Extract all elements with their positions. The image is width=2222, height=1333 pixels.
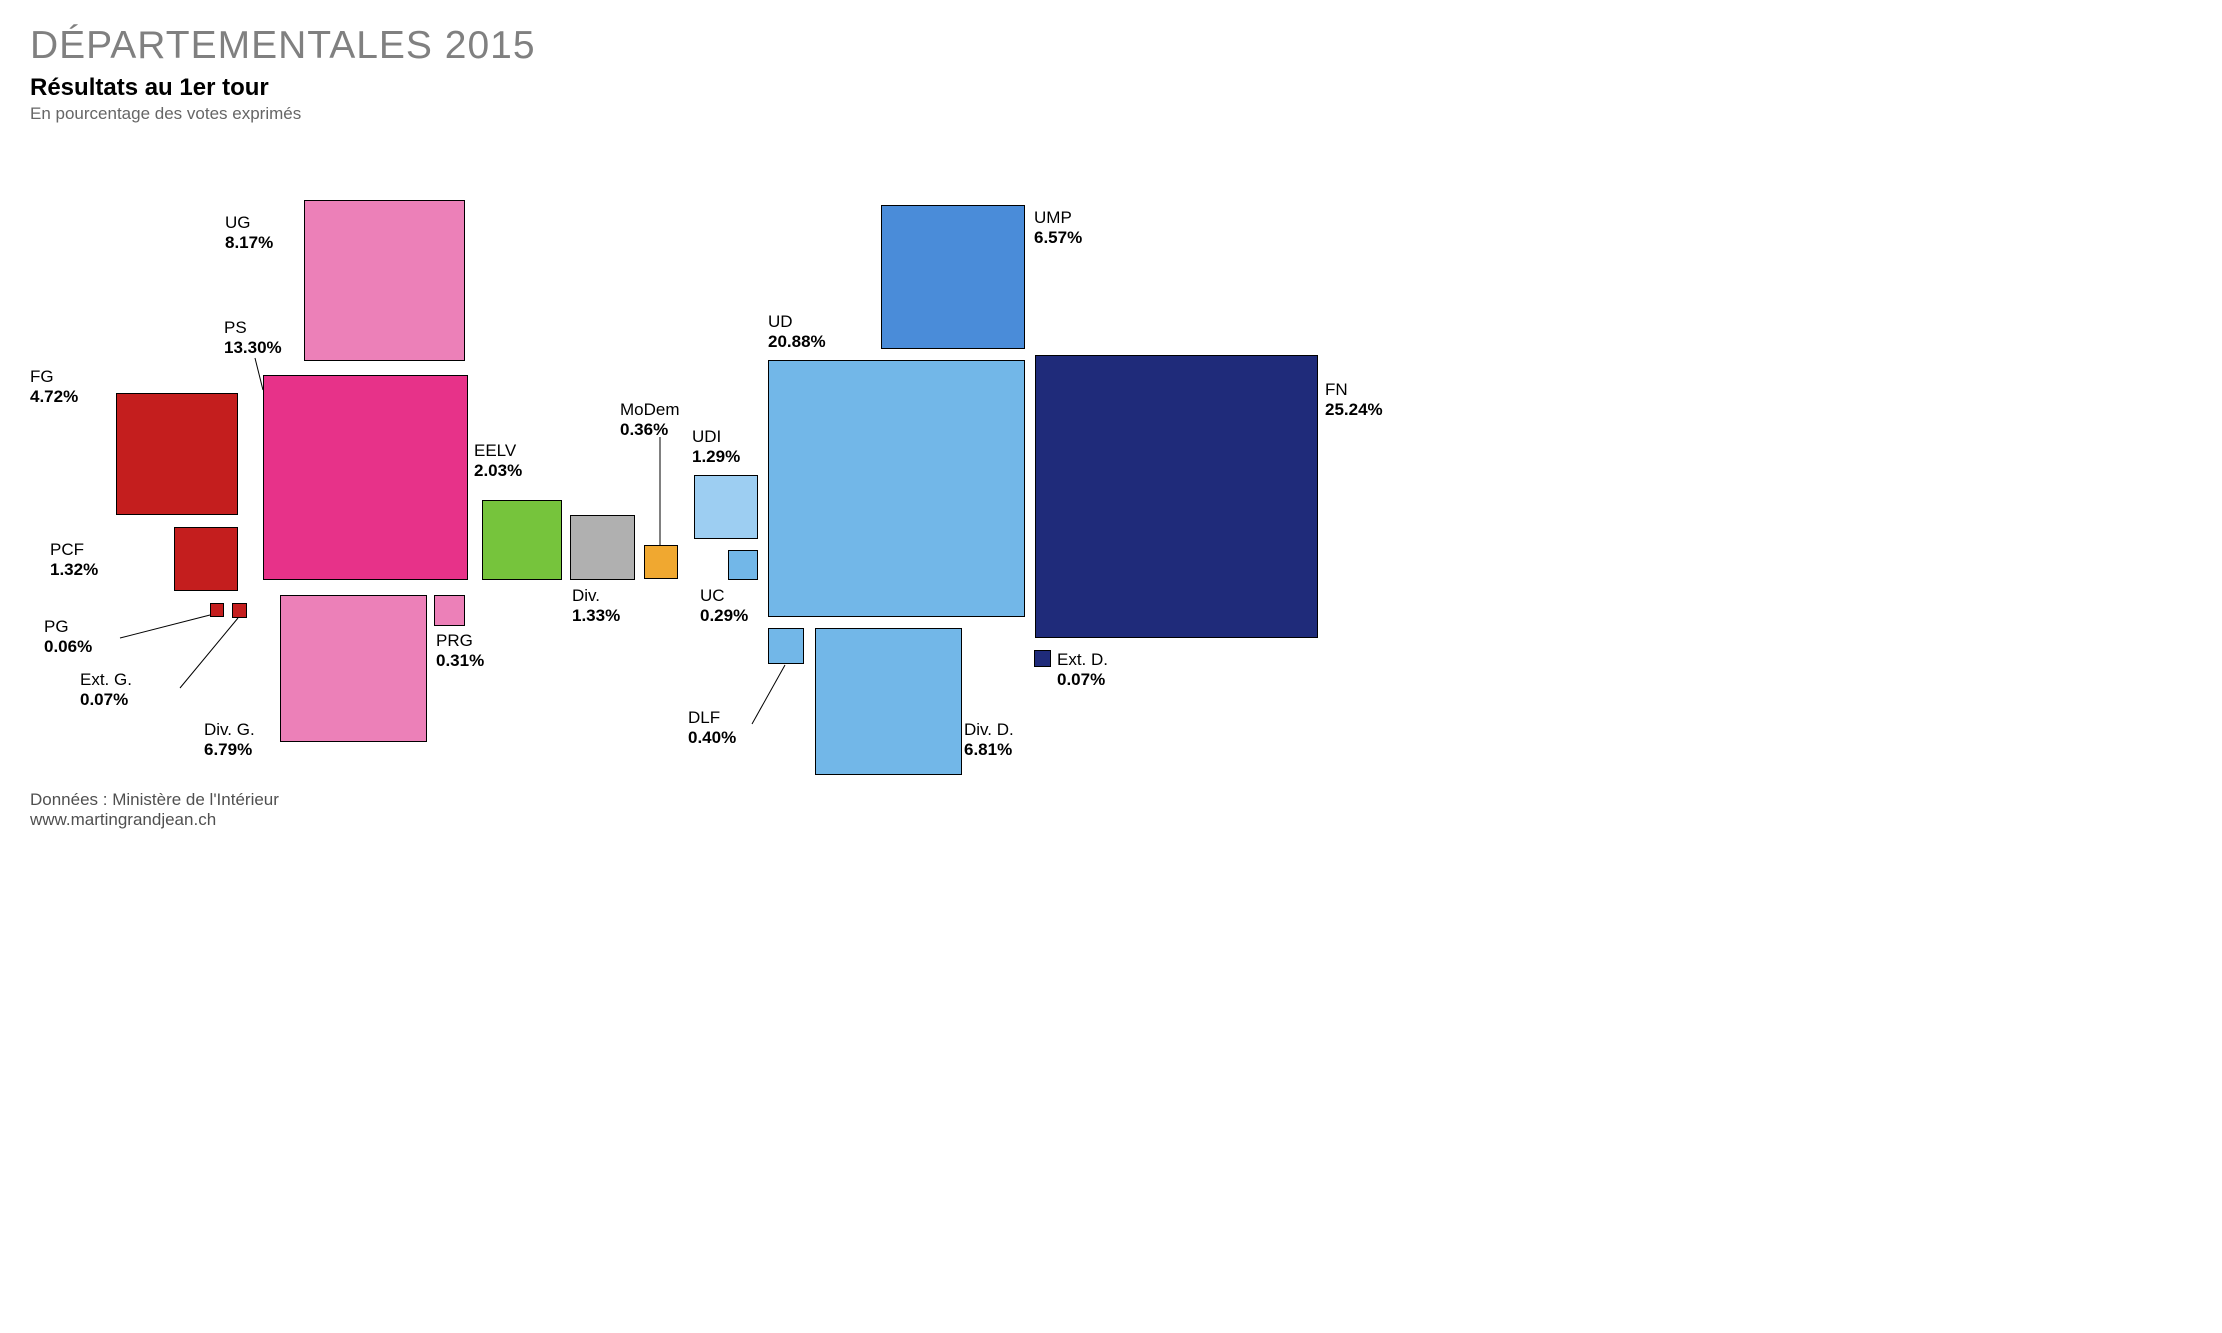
connector-ps xyxy=(255,358,263,390)
label-modem: MoDem0.36% xyxy=(620,400,680,439)
label-ump: UMP6.57% xyxy=(1034,208,1082,247)
label-fg: FG4.72% xyxy=(30,367,78,406)
box-ug xyxy=(304,200,465,361)
box-modem xyxy=(644,545,678,579)
label-dlf: DLF0.40% xyxy=(688,708,736,747)
chart-canvas: DÉPARTEMENTALES 2015 Résultats au 1er to… xyxy=(0,0,1400,840)
box-extd xyxy=(1034,650,1051,667)
label-extd: Ext. D.0.07% xyxy=(1057,650,1108,689)
box-ump xyxy=(881,205,1025,349)
label-fn: FN25.24% xyxy=(1325,380,1383,419)
box-uc xyxy=(728,550,758,580)
box-eelv xyxy=(482,500,562,580)
label-pg: PG0.06% xyxy=(44,617,92,656)
chart-source: Données : Ministère de l'Intérieur xyxy=(30,790,279,810)
box-pg xyxy=(210,603,224,617)
label-divd: Div. D.6.81% xyxy=(964,720,1014,759)
box-divd xyxy=(815,628,962,775)
box-fn xyxy=(1035,355,1318,638)
label-udi: UDI1.29% xyxy=(692,427,740,466)
label-ps: PS13.30% xyxy=(224,318,282,357)
label-pcf: PCF1.32% xyxy=(50,540,98,579)
label-prg: PRG0.31% xyxy=(436,631,484,670)
box-div xyxy=(570,515,635,580)
box-prg xyxy=(434,595,465,626)
box-ps xyxy=(263,375,468,580)
chart-subsubtitle: En pourcentage des votes exprimés xyxy=(30,104,301,124)
box-dlf xyxy=(768,628,804,664)
label-ud: UD20.88% xyxy=(768,312,826,351)
chart-subtitle: Résultats au 1er tour xyxy=(30,74,269,102)
chart-title: DÉPARTEMENTALES 2015 xyxy=(30,24,536,68)
label-uc: UC0.29% xyxy=(700,586,748,625)
connector-extg xyxy=(180,618,238,688)
box-extg xyxy=(232,603,247,618)
box-ud xyxy=(768,360,1025,617)
label-extg: Ext. G.0.07% xyxy=(80,670,132,709)
box-fg xyxy=(116,393,238,515)
box-pcf xyxy=(174,527,238,591)
chart-url: www.martingrandjean.ch xyxy=(30,810,216,830)
label-div: Div.1.33% xyxy=(572,586,620,625)
connector-dlf xyxy=(752,665,785,724)
label-divg: Div. G.6.79% xyxy=(204,720,255,759)
label-ug: UG8.17% xyxy=(225,213,273,252)
box-udi xyxy=(694,475,758,539)
connector-pg xyxy=(120,615,210,638)
label-eelv: EELV2.03% xyxy=(474,441,522,480)
box-divg xyxy=(280,595,427,742)
